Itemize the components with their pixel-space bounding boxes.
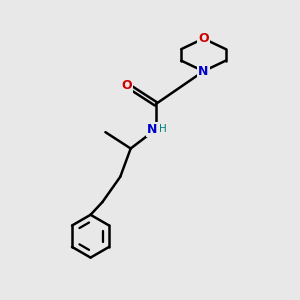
Text: N: N xyxy=(198,65,209,78)
Text: H: H xyxy=(160,124,167,134)
Text: O: O xyxy=(198,32,209,45)
Text: O: O xyxy=(122,79,132,92)
Text: N: N xyxy=(147,123,158,136)
